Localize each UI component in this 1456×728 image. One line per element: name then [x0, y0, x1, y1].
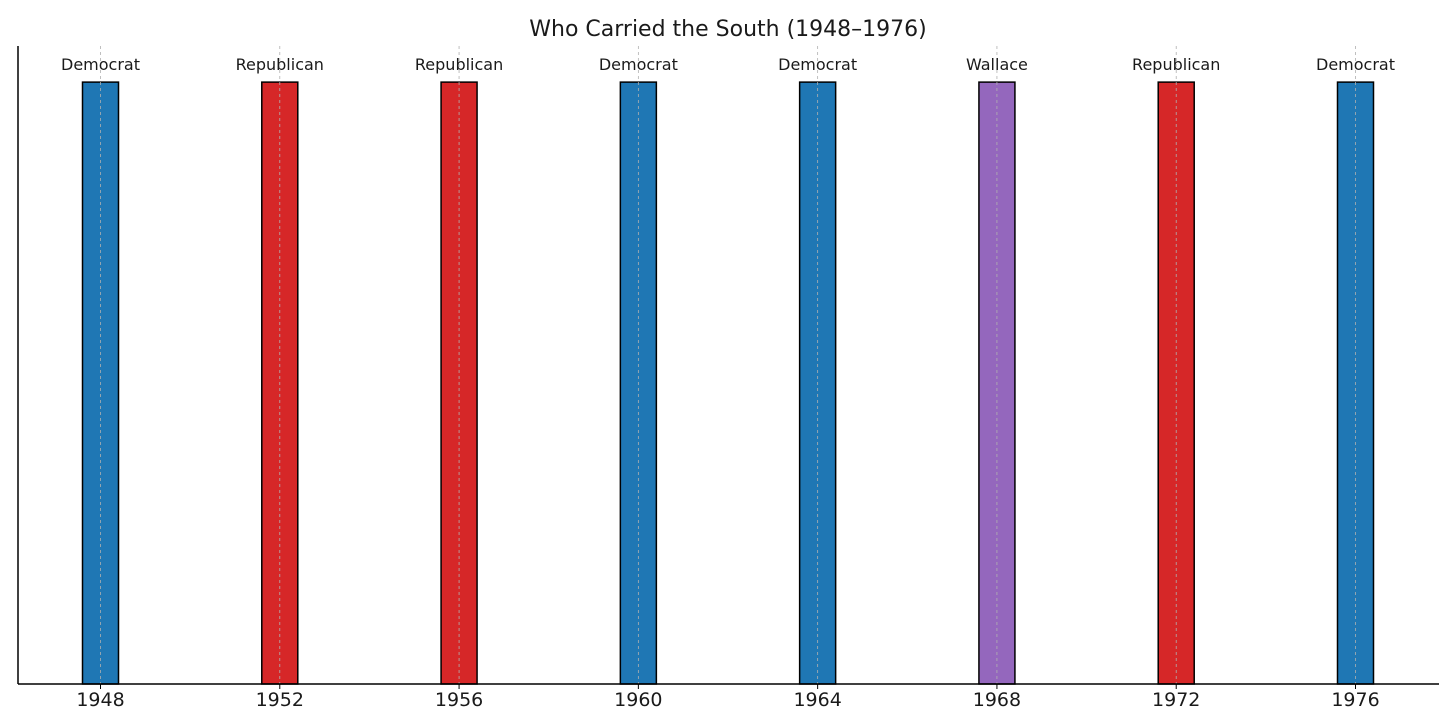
x-tick-label-1960: 1960 — [614, 689, 662, 711]
bar-label-1960: Democrat — [599, 55, 678, 74]
axes — [17, 46, 1439, 685]
x-tick-label-1952: 1952 — [256, 689, 304, 711]
bar-label-1952: Republican — [236, 55, 324, 74]
x-tick-label-1976: 1976 — [1331, 689, 1379, 711]
bar-label-1976: Democrat — [1316, 55, 1395, 74]
grid-layer — [100, 46, 1356, 684]
bar-label-1964: Democrat — [778, 55, 857, 74]
bar-label-1948: Democrat — [61, 55, 140, 74]
x-tick-label-1972: 1972 — [1152, 689, 1200, 711]
x-tick-label-1964: 1964 — [793, 689, 841, 711]
bar-labels: Democrat Republican Republican Democrat Demo… — [61, 55, 1395, 74]
x-tick-label-1956: 1956 — [435, 689, 483, 711]
x-tick-label-1948: 1948 — [76, 689, 124, 711]
x-tick-label-1968: 1968 — [973, 689, 1021, 711]
bar-1976 — [1336, 81, 1375, 685]
bar-label-1968: Wallace — [966, 55, 1028, 74]
chart-title: Who Carried the South (1948–1976) — [529, 17, 926, 42]
bar-label-1956: Republican — [415, 55, 503, 74]
x-tick-labels: 1948 1952 1956 1960 1964 1968 1972 1976 — [76, 684, 1380, 711]
bar-label-1972: Republican — [1132, 55, 1220, 74]
bars — [81, 81, 1375, 685]
